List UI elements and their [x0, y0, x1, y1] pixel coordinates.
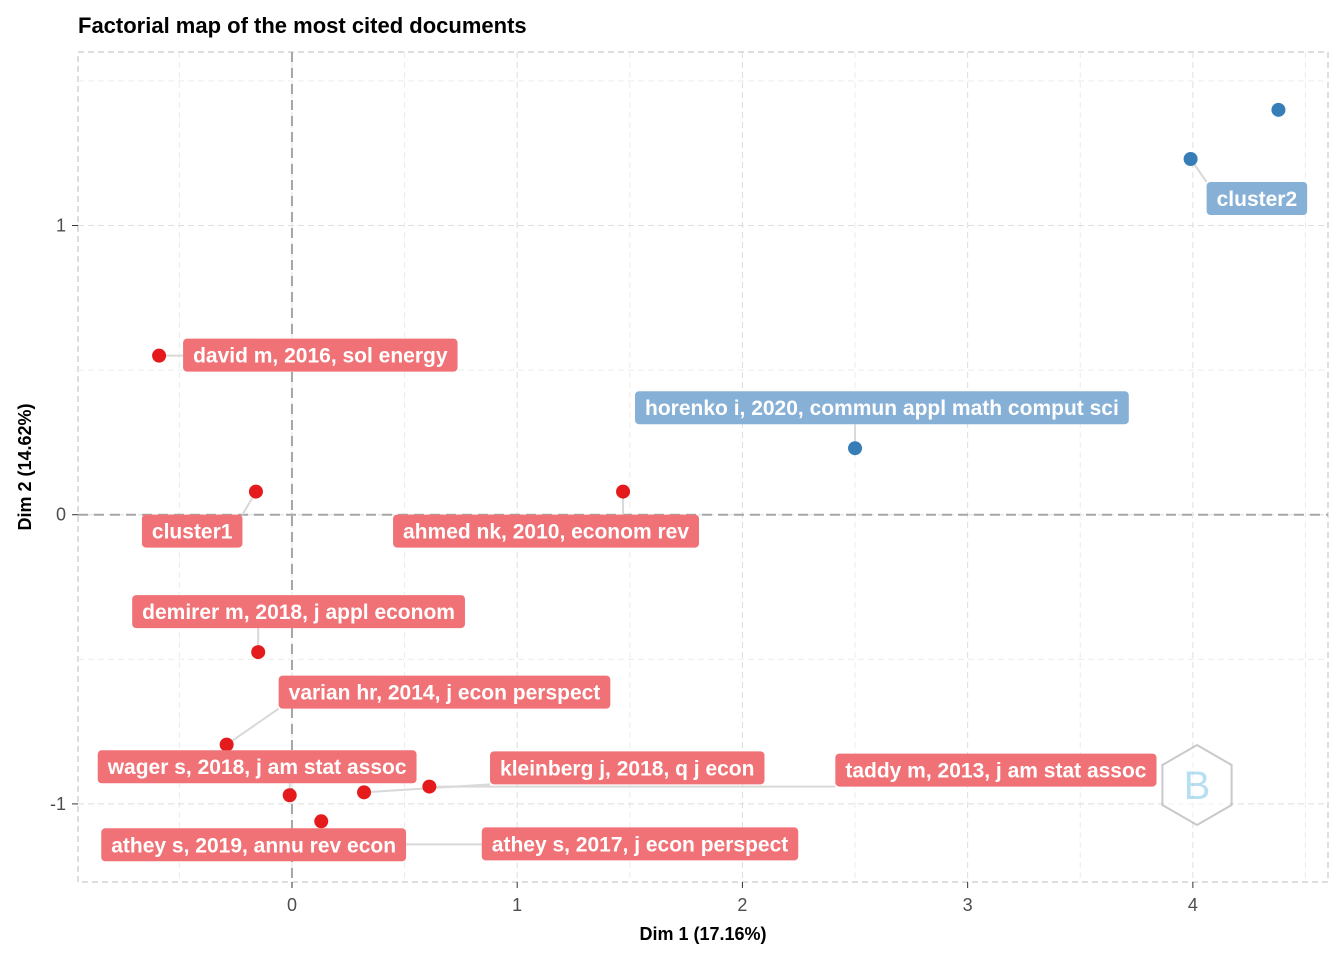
point-label: wager s, 2018, j am stat assoc: [97, 750, 417, 784]
plot-panel-border: [77, 51, 1329, 883]
x-tick-label: 0: [287, 895, 297, 915]
point-label-box: [278, 675, 611, 709]
x-tick-label: 3: [963, 895, 973, 915]
point-label-box: [393, 514, 700, 548]
data-point-cluster1: [152, 348, 167, 363]
point-label-text: taddy m, 2013, j am stat assoc: [845, 760, 1146, 783]
data-point-cluster2: [848, 441, 863, 456]
point-label-box: [835, 753, 1157, 787]
point-label: athey s, 2017, j econ perspect: [481, 827, 799, 861]
point-label: kleinberg j, 2018, q j econ: [490, 751, 765, 785]
cluster-label: cluster1: [141, 514, 243, 548]
label-connectors: [159, 158, 1208, 846]
axis-ticks: 0 1 2 3 4 -1 0 1: [50, 216, 1198, 915]
point-labels: david m, 2016, sol energy ahmed nk, 2010,…: [97, 182, 1308, 862]
y-tick-label: 1: [56, 216, 66, 236]
y-tick-label: 0: [56, 505, 66, 525]
point-label-box: [490, 751, 765, 785]
logo-letter: B: [1184, 764, 1211, 808]
point-label-text: varian hr, 2014, j econ perspect: [289, 682, 601, 705]
reference-lines: [78, 52, 1328, 882]
point-connector: [226, 707, 280, 746]
data-point-cluster1: [282, 788, 297, 803]
point-label-box: [481, 827, 799, 861]
point-label-text: athey s, 2019, annu rev econ: [111, 834, 396, 857]
point-label-text: kleinberg j, 2018, q j econ: [500, 757, 754, 780]
point-label-text: wager s, 2018, j am stat assoc: [107, 756, 407, 779]
point-label: taddy m, 2013, j am stat assoc: [835, 753, 1157, 787]
cluster-label-text: cluster1: [152, 521, 233, 544]
point-label-box: [97, 750, 417, 784]
point-label-box: [101, 828, 407, 862]
point-label-box: [183, 338, 458, 372]
data-point-cluster1: [251, 645, 266, 660]
x-tick-label: 4: [1188, 895, 1198, 915]
cluster-label-box: [141, 514, 243, 548]
data-point-cluster2: [1271, 102, 1286, 117]
point-label: varian hr, 2014, j econ perspect: [278, 675, 611, 709]
point-label: ahmed nk, 2010, econom rev: [393, 514, 700, 548]
bibliometrix-logo: B: [1161, 743, 1233, 827]
data-point-cluster1: [422, 779, 437, 794]
data-point-cluster1: [219, 737, 234, 752]
point-label-text: athey s, 2017, j econ perspect: [492, 833, 788, 856]
data-point-cluster1: [248, 484, 263, 499]
data-point-cluster1: [314, 814, 329, 829]
point-label: david m, 2016, sol energy: [183, 338, 458, 372]
point-label: horenko i, 2020, commun appl math comput…: [635, 391, 1129, 425]
grid-lines: [78, 52, 1328, 882]
data-point-cluster1: [616, 484, 631, 499]
chart-title: Factorial map of the most cited document…: [78, 13, 527, 38]
point-label-box: [132, 595, 465, 629]
x-tick-label: 1: [512, 895, 522, 915]
point-label-text: ahmed nk, 2010, econom rev: [403, 521, 689, 544]
cluster-label-text: cluster2: [1217, 188, 1298, 211]
point-label-box: [635, 391, 1129, 425]
cluster-label-box: [1206, 182, 1308, 216]
point-label-text: horenko i, 2020, commun appl math comput…: [645, 397, 1119, 420]
y-axis-title: Dim 2 (14.62%): [15, 403, 35, 530]
data-points: [152, 102, 1286, 852]
y-tick-label: -1: [50, 794, 66, 814]
x-tick-label: 2: [737, 895, 747, 915]
point-label: demirer m, 2018, j appl econom: [132, 595, 465, 629]
point-label-text: david m, 2016, sol energy: [193, 345, 448, 368]
data-point-cluster2: [1183, 152, 1198, 167]
cluster-label: cluster2: [1206, 182, 1308, 216]
x-axis-title: Dim 1 (17.16%): [639, 924, 766, 944]
data-point-cluster1: [357, 785, 372, 800]
logo-hexagon: [1161, 743, 1233, 827]
point-label: athey s, 2019, annu rev econ: [101, 828, 407, 862]
point-label-text: demirer m, 2018, j appl econom: [142, 601, 455, 624]
